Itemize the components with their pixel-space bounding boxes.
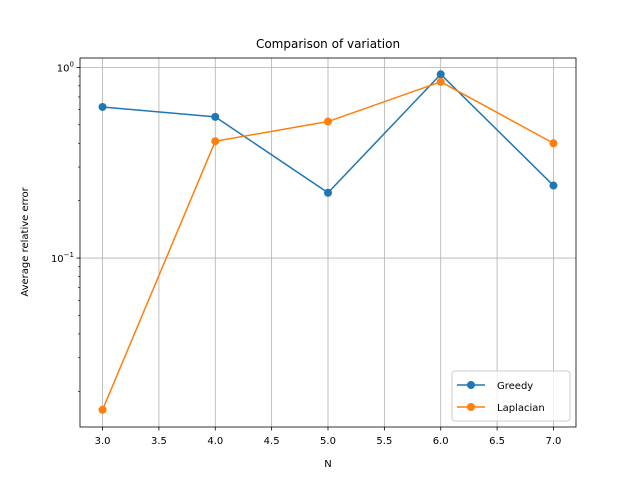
legend-entries: Greedy Laplacian — [457, 381, 545, 414]
series-layer — [98, 70, 558, 414]
data-point-greedy — [211, 112, 220, 121]
x-tick-label: 6.0 — [433, 436, 449, 447]
data-point-greedy — [549, 181, 558, 190]
chart-title: Comparison of variation — [256, 37, 400, 51]
legend-marker-greedy — [467, 381, 475, 389]
x-tick-label: 3.0 — [95, 436, 111, 447]
data-point-laplacian — [324, 117, 332, 126]
x-tick-label: 4.0 — [207, 436, 223, 447]
x-tick-label: 7.0 — [546, 436, 562, 447]
data-point-laplacian — [211, 137, 220, 146]
x-tick-label: 5.5 — [376, 436, 392, 447]
x-tick-label: 3.5 — [151, 436, 167, 447]
y-axis-label: Average relative error — [20, 186, 31, 296]
legend-marker-laplacian — [467, 403, 475, 411]
data-point-greedy — [324, 188, 332, 197]
x-axis-label: N — [324, 459, 331, 470]
data-point-laplacian — [549, 139, 558, 148]
legend-label-greedy: Greedy — [497, 381, 533, 392]
y-tick-label: 100 — [57, 60, 74, 74]
legend-label-laplacian: Laplacian — [497, 403, 545, 414]
x-tick-label: 6.5 — [489, 436, 505, 447]
legend-box — [451, 370, 571, 422]
data-point-greedy — [436, 70, 445, 79]
y-tick-label: 10−1 — [51, 251, 74, 265]
x-tick-label: 5.0 — [320, 436, 336, 447]
x-tick-label: 4.5 — [264, 436, 280, 447]
data-point-laplacian — [436, 77, 445, 86]
legend: Greedy Laplacian — [451, 370, 571, 422]
data-point-greedy — [98, 102, 107, 111]
data-point-laplacian — [98, 405, 107, 414]
axis-ticks: 3.0 3.5 4.0 4.5 5.0 5.5 6.0 6.5 7.0 10−1 100 — [51, 60, 561, 447]
